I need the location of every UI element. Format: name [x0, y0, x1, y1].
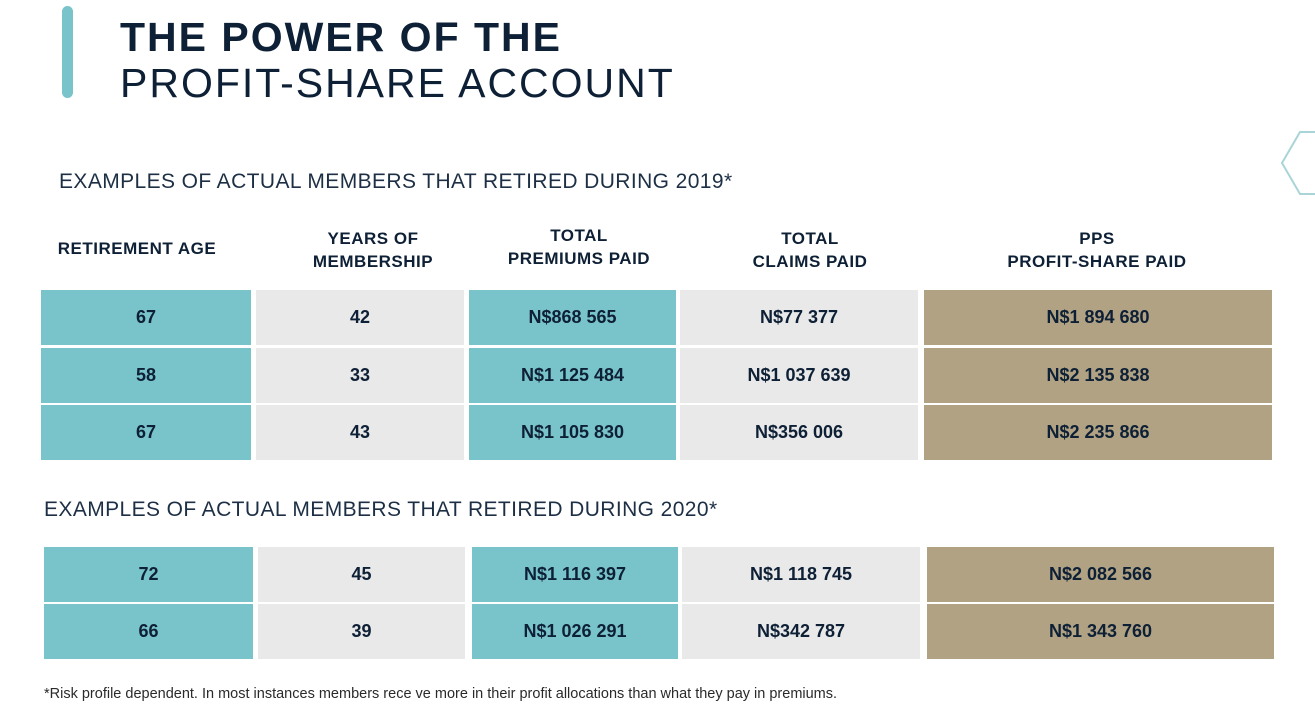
column-header-line1: YEARS OF: [327, 229, 419, 248]
footnote: *Risk profile dependent. In most instanc…: [44, 686, 838, 702]
hexagon-decoration-icon: [1280, 131, 1315, 195]
column-header-line2: CLAIMS PAID: [752, 252, 868, 271]
column-header-5: PPS PROFIT-SHARE PAID: [937, 227, 1257, 273]
premiums-paid-cell: N$1 026 291: [472, 604, 678, 659]
column-header-line2: PREMIUMS PAID: [507, 249, 651, 268]
column-header-line2: MEMBERSHIP: [312, 252, 434, 271]
column-header-4: TOTAL CLAIMS PAID: [700, 227, 920, 273]
retirement-age-cell: 67: [41, 290, 251, 345]
years-membership-cell: 43: [256, 405, 464, 460]
years-membership-cell: 39: [258, 604, 465, 659]
title-accent-bar: [62, 6, 73, 98]
section-title-2019: EXAMPLES OF ACTUAL MEMBERS THAT RETIRED …: [59, 170, 733, 193]
claims-paid-cell: N$1 118 745: [682, 547, 920, 602]
profit-share-paid-cell: N$2 235 866: [924, 405, 1272, 460]
section-title-2020: EXAMPLES OF ACTUAL MEMBERS THAT RETIRED …: [44, 498, 718, 521]
column-header-line2: PROFIT-SHARE PAID: [1007, 252, 1187, 271]
profit-share-paid-cell: N$1 894 680: [924, 290, 1272, 345]
page-title-line2: PROFIT-SHARE ACCOUNT: [120, 60, 675, 106]
years-membership-cell: 42: [256, 290, 464, 345]
premiums-paid-cell: N$1 125 484: [469, 348, 676, 403]
claims-paid-cell: N$1 037 639: [680, 348, 918, 403]
page-title-line1: THE POWER OF THE: [120, 14, 562, 60]
years-membership-cell: 45: [258, 547, 465, 602]
premiums-paid-cell: N$868 565: [469, 290, 676, 345]
column-header-3: TOTAL PREMIUMS PAID: [474, 224, 684, 270]
profit-share-paid-cell: N$1 343 760: [927, 604, 1274, 659]
claims-paid-cell: N$77 377: [680, 290, 918, 345]
column-header-line1: RETIREMENT AGE: [57, 239, 217, 258]
profit-share-paid-cell: N$2 135 838: [924, 348, 1272, 403]
profit-share-paid-cell: N$2 082 566: [927, 547, 1274, 602]
column-header-2: YEARS OF MEMBERSHIP: [273, 227, 473, 273]
retirement-age-cell: 66: [44, 604, 253, 659]
premiums-paid-cell: N$1 105 830: [469, 405, 676, 460]
premiums-paid-cell: N$1 116 397: [472, 547, 678, 602]
column-header-line1: TOTAL: [781, 229, 839, 248]
claims-paid-cell: N$356 006: [680, 405, 918, 460]
retirement-age-cell: 67: [41, 405, 251, 460]
years-membership-cell: 33: [256, 348, 464, 403]
retirement-age-cell: 58: [41, 348, 251, 403]
column-header-line1: PPS: [1079, 229, 1115, 248]
claims-paid-cell: N$342 787: [682, 604, 920, 659]
retirement-age-cell: 72: [44, 547, 253, 602]
column-header-1: RETIREMENT AGE: [27, 237, 247, 260]
column-header-line1: TOTAL: [550, 226, 608, 245]
